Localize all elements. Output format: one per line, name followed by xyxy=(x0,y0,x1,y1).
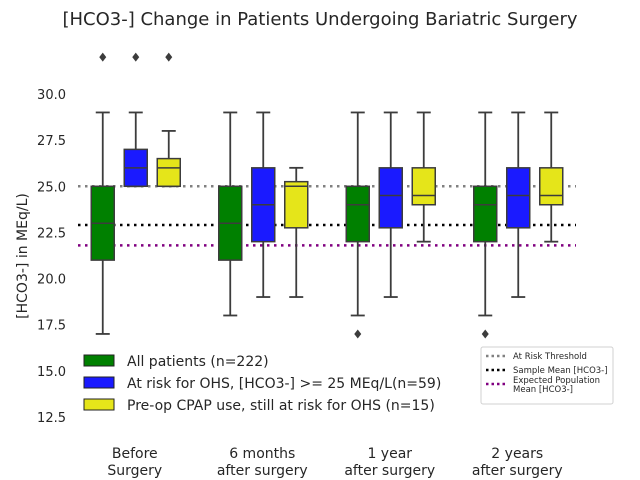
box-plot xyxy=(378,111,403,298)
legend-frame xyxy=(480,346,614,405)
outlier-point xyxy=(99,52,107,62)
legend-swatch xyxy=(83,354,115,367)
y-tick-label: 30.0 xyxy=(37,88,66,103)
box-iqr xyxy=(506,167,531,229)
x-tick-label: after surgery xyxy=(217,463,308,479)
y-tick-label: 22.5 xyxy=(37,226,66,241)
box-iqr xyxy=(411,167,436,206)
legend-swatch xyxy=(83,398,115,411)
box-iqr xyxy=(539,167,564,206)
outlier-point xyxy=(132,52,140,62)
y-axis-label: [HCO3-] in MEq/L) xyxy=(15,193,31,319)
box-iqr xyxy=(156,157,181,188)
box-plot xyxy=(90,52,115,335)
x-tick-label: Surgery xyxy=(107,463,162,479)
box-plot xyxy=(539,111,564,243)
box-plot xyxy=(156,52,181,188)
x-tick-label: after surgery xyxy=(472,463,563,479)
legend-label: Sample Mean [HCO3-] xyxy=(513,366,608,376)
series-legend: All patients (n=222) At risk for OHS, [HC… xyxy=(83,354,441,414)
reference-legend: At Risk Threshold Sample Mean [HCO3-]Expe… xyxy=(480,346,614,405)
y-tick-label: 27.5 xyxy=(37,134,66,149)
legend-label: At Risk Threshold xyxy=(513,352,587,362)
chart-title: [HCO3-] Change in Patients Undergoing Ba… xyxy=(62,9,577,30)
x-tick-label: after surgery xyxy=(344,463,435,479)
box-plot xyxy=(284,166,309,298)
legend-label: At risk for OHS, [HCO3-] >= 25 MEq/L(n=5… xyxy=(127,376,441,392)
legend-label: Mean [HCO3-] xyxy=(513,385,573,395)
legend-label: Expected Population xyxy=(513,376,600,386)
box-plot xyxy=(218,111,243,317)
box-plot xyxy=(123,52,148,188)
x-tick-label: 1 year xyxy=(367,446,412,462)
box-iqr xyxy=(345,185,370,243)
boxes-layer xyxy=(90,52,564,339)
box-plot xyxy=(506,111,531,298)
box-plot xyxy=(411,111,436,243)
box-plot xyxy=(251,111,276,298)
outlier-point xyxy=(481,329,489,339)
box-iqr xyxy=(378,167,403,229)
box-iqr xyxy=(284,180,309,229)
y-tick-label: 17.5 xyxy=(37,319,66,334)
y-axis-ticks: 12.5 15.0 17.5 20.0 22.5 25.0 27.5 30.0 xyxy=(37,88,66,426)
legend-label: All patients (n=222) xyxy=(127,354,269,370)
box-plot xyxy=(473,111,498,339)
x-tick-label: Before xyxy=(112,446,158,462)
x-tick-label: 6 months xyxy=(229,446,295,462)
reference-lines xyxy=(78,185,576,247)
y-tick-label: 20.0 xyxy=(37,273,66,288)
outlier-point xyxy=(165,52,173,62)
box-iqr xyxy=(473,185,498,243)
x-tick-label: 2 years xyxy=(491,446,543,462)
legend-label: Pre-op CPAP use, still at risk for OHS (… xyxy=(127,398,435,414)
box-plot xyxy=(345,111,370,339)
y-tick-label: 25.0 xyxy=(37,180,66,195)
y-tick-label: 12.5 xyxy=(37,411,66,426)
legend-swatch xyxy=(83,376,115,389)
y-tick-label: 15.0 xyxy=(37,365,66,380)
outlier-point xyxy=(354,329,362,339)
